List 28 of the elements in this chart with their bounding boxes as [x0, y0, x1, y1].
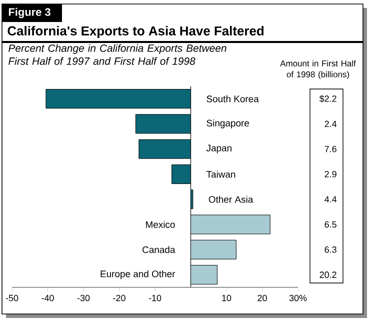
- chart-title: California's Exports to Asia Have Faltered: [8, 26, 264, 38]
- text: 6.5: [324, 221, 336, 228]
- x-tick-label: -40: [42, 294, 54, 302]
- x-tick-label: -10: [148, 294, 162, 302]
- text: 4.4: [324, 196, 337, 202]
- y-tick-label: Singapore: [206, 120, 249, 128]
- y-tick-label: South Korea: [206, 95, 259, 102]
- y-tick-label: Mexico: [146, 220, 175, 228]
- y-tick-label: Other Asia: [208, 196, 254, 203]
- text: 2.9: [324, 171, 336, 178]
- x-tick-label: -30: [77, 294, 90, 302]
- x-tick-label: 10: [222, 294, 232, 302]
- x-tick-label: -20: [113, 294, 126, 302]
- chart-subtitle: Percent Change in California Exports Between First Half of 1997 and First Half of 1998: [8, 44, 226, 65]
- y-tick-label: Taiwan: [206, 170, 236, 178]
- y-tick-label: Japan: [206, 144, 232, 154]
- caption: Figure 3: [8, 8, 50, 18]
- x-tick-label: -50: [6, 294, 18, 302]
- x-tick-label: 20: [258, 294, 267, 302]
- text: $2.2: [319, 95, 336, 102]
- text: 20.2: [320, 272, 336, 278]
- text: 2.4: [324, 120, 337, 128]
- text: Amount in First Half of 1998 (billions): [280, 60, 356, 80]
- y-tick-label: Europe and Other: [100, 270, 176, 280]
- text: 6.3: [324, 246, 336, 253]
- x-tick-label: 30%: [289, 294, 307, 302]
- text: 7.6: [324, 146, 336, 152]
- y-tick-label: Canada: [142, 246, 176, 254]
